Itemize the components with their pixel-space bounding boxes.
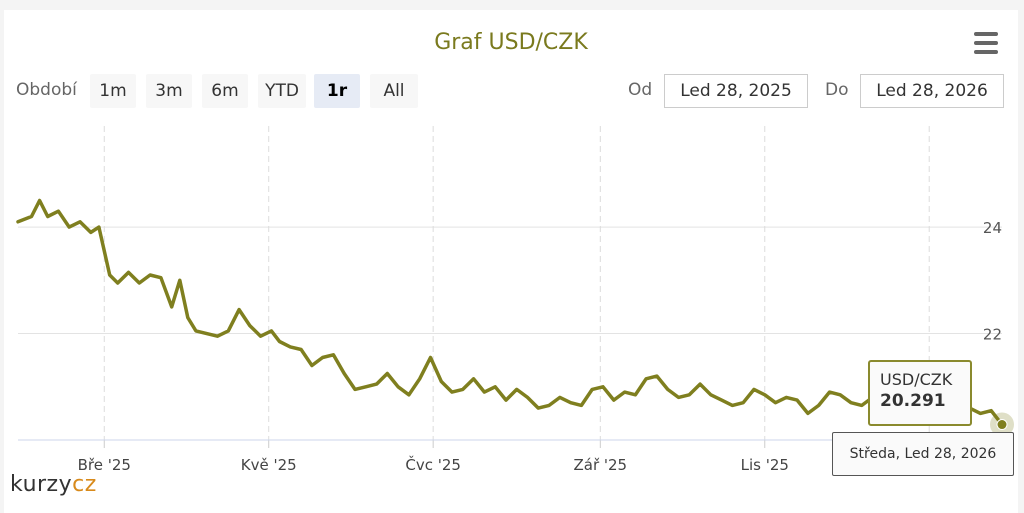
range-button-3m[interactable]: 3m (146, 74, 192, 108)
hover-point-marker (996, 419, 1008, 431)
period-label: Období (16, 80, 77, 100)
chart-card: Graf USD/CZK Období 1m 3m 6m YTD 1r All … (4, 10, 1018, 513)
usd-czk-series-line (16, 198, 1004, 427)
tooltip-series-name: USD/CZK (880, 370, 953, 389)
from-label: Od (628, 80, 653, 100)
range-button-6m[interactable]: 6m (202, 74, 248, 108)
x-tick-label: Bře '25 (78, 456, 131, 474)
x-tick-label: Kvě '25 (241, 456, 297, 474)
tooltip-value-box: USD/CZK 20.291 (868, 360, 972, 426)
hamburger-menu-icon[interactable] (972, 32, 1000, 56)
chart-title: Graf USD/CZK (434, 30, 588, 55)
to-date-input[interactable]: Led 28, 2026 (860, 74, 1004, 108)
range-button-all[interactable]: All (370, 74, 418, 108)
tooltip-value: 20.291 (880, 391, 946, 411)
range-button-1m[interactable]: 1m (90, 74, 136, 108)
tooltip-date-box: Středa, Led 28, 2026 (832, 432, 1014, 476)
range-button-ytd[interactable]: YTD (258, 74, 306, 108)
x-tick-label: Zář '25 (573, 456, 627, 474)
to-label: Do (825, 80, 849, 100)
y-tick-label: 24 (983, 219, 1002, 237)
y-tick-label: 22 (983, 326, 1002, 344)
x-tick-label: Čvc '25 (405, 455, 461, 474)
from-date-input[interactable]: Led 28, 2025 (664, 74, 808, 108)
range-button-1r[interactable]: 1r (314, 74, 360, 108)
kurzy-logo: kurzycz (10, 472, 97, 497)
x-tick-label: Lis '25 (741, 456, 789, 474)
